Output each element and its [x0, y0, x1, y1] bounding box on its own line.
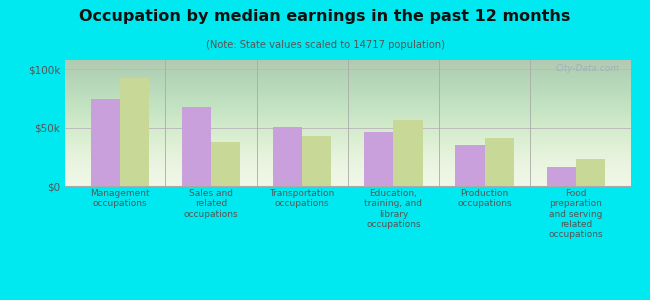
Bar — [182, 107, 211, 186]
Text: Occupation by median earnings in the past 12 months: Occupation by median earnings in the pas… — [79, 9, 571, 24]
Text: City-Data.com: City-Data.com — [555, 64, 619, 73]
Bar — [211, 142, 240, 186]
Text: (Note: State values scaled to 14717 population): (Note: State values scaled to 14717 popu… — [205, 40, 445, 50]
Bar — [456, 145, 484, 186]
Bar — [393, 119, 422, 186]
Bar — [364, 132, 393, 186]
Bar — [302, 136, 332, 186]
Bar — [120, 77, 149, 186]
Bar — [547, 167, 576, 186]
Bar — [576, 159, 605, 186]
Bar — [90, 98, 120, 186]
Bar — [273, 127, 302, 186]
Bar — [484, 138, 514, 186]
